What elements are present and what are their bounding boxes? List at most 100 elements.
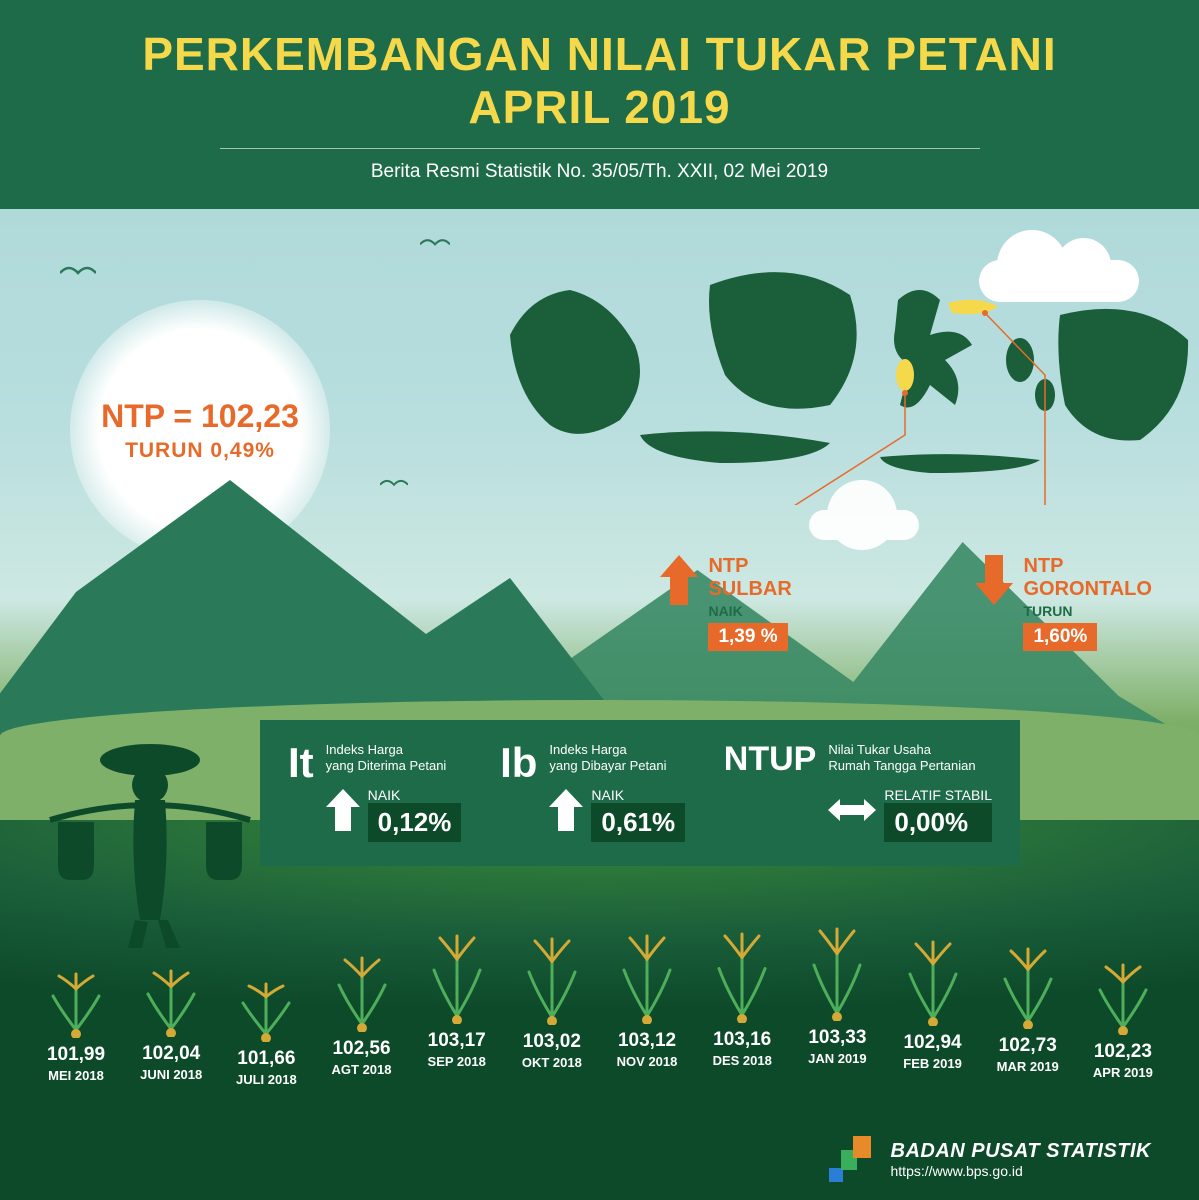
title: PERKEMBANGAN NILAI TUKAR PETANI APRIL 20… xyxy=(40,28,1159,134)
panel-desc: Indeks Harga yang Dibayar Petani xyxy=(549,742,685,775)
monthly-item: 103,33 JAN 2019 xyxy=(791,927,883,1066)
monthly-label: MEI 2018 xyxy=(30,1068,122,1083)
rice-plant-icon xyxy=(521,937,583,1025)
header: PERKEMBANGAN NILAI TUKAR PETANI APRIL 20… xyxy=(0,0,1199,209)
panel-item-ntup: NTUP Nilai Tukar Usaha Rumah Tangga Pert… xyxy=(724,742,992,842)
callout-gorontalo: NTP GORONTALO TURUN 1,60% xyxy=(975,555,1152,651)
title-line1: PERKEMBANGAN NILAI TUKAR PETANI xyxy=(142,28,1056,80)
highlight-sulbar xyxy=(896,359,914,391)
rice-plant-icon xyxy=(45,972,107,1038)
callout-direction: NAIK xyxy=(708,603,791,619)
indonesia-map xyxy=(500,245,1190,505)
arrow-up-icon xyxy=(326,789,360,831)
monthly-value: 102,23 xyxy=(1077,1041,1169,1063)
monthly-value: 103,17 xyxy=(411,1030,503,1052)
panel-value: 0,61% xyxy=(591,803,685,842)
rice-plant-icon xyxy=(997,947,1059,1029)
panel-value: 0,00% xyxy=(884,803,992,842)
monthly-label: SEP 2018 xyxy=(411,1054,503,1069)
monthly-value: 102,73 xyxy=(982,1035,1074,1057)
panel-item-ib: Ib Indeks Harga yang Dibayar Petani NAIK… xyxy=(500,742,685,842)
callout-value: 1,39 % xyxy=(708,623,787,651)
monthly-value: 103,02 xyxy=(506,1031,598,1053)
monthly-item: 102,23 APR 2019 xyxy=(1077,963,1169,1080)
bird-icon xyxy=(420,230,450,258)
title-line2: APRIL 2019 xyxy=(468,81,730,133)
rice-plant-icon xyxy=(902,940,964,1026)
callout-sulbar: NTP SULBAR NAIK 1,39 % xyxy=(660,555,792,651)
rice-plant-icon xyxy=(1092,963,1154,1035)
bps-logo-icon xyxy=(823,1132,877,1186)
monthly-label: JULI 2018 xyxy=(220,1072,312,1087)
footer-org: BADAN PUSAT STATISTIK xyxy=(891,1140,1152,1163)
monthly-value: 103,33 xyxy=(791,1027,883,1049)
arrow-leftright-icon xyxy=(828,799,876,821)
bird-icon xyxy=(60,260,96,288)
monthly-label: AGT 2018 xyxy=(316,1062,408,1077)
bird-icon xyxy=(380,470,408,498)
panel-symbol: Ib xyxy=(500,742,537,784)
monthly-item: 102,73 MAR 2019 xyxy=(982,947,1074,1074)
monthly-item: 103,02 OKT 2018 xyxy=(506,937,598,1070)
panel-desc: Nilai Tukar Usaha Rumah Tangga Pertanian xyxy=(828,742,992,775)
rice-plant-icon xyxy=(426,934,488,1024)
subtitle: Berita Resmi Statistik No. 35/05/Th. XXI… xyxy=(220,148,980,183)
highlight-gorontalo xyxy=(948,300,998,314)
panel-direction: NAIK xyxy=(368,787,462,803)
monthly-item: 103,17 SEP 2018 xyxy=(411,934,503,1069)
infographic-canvas: PERKEMBANGAN NILAI TUKAR PETANI APRIL 20… xyxy=(0,0,1199,1199)
monthly-item: 103,16 DES 2018 xyxy=(696,932,788,1068)
monthly-item: 101,99 MEI 2018 xyxy=(30,972,122,1083)
farmer-silhouette-icon xyxy=(40,700,260,950)
panel-direction: RELATIF STABIL xyxy=(884,787,992,803)
rice-plant-icon xyxy=(711,932,773,1023)
monthly-label: MAR 2019 xyxy=(982,1059,1074,1074)
rice-plant-icon xyxy=(806,927,868,1021)
panel-symbol: It xyxy=(288,742,314,784)
monthly-label: FEB 2019 xyxy=(887,1056,979,1071)
panel-value: 0,12% xyxy=(368,803,462,842)
monthly-item: 102,94 FEB 2019 xyxy=(887,940,979,1071)
cloud-icon xyxy=(809,510,919,540)
monthly-item: 103,12 NOV 2018 xyxy=(601,934,693,1069)
monthly-label: OKT 2018 xyxy=(506,1055,598,1070)
panel-desc: Indeks Harga yang Diterima Petani xyxy=(326,742,462,775)
arrow-down-icon xyxy=(975,555,1013,610)
monthly-value: 103,12 xyxy=(601,1030,693,1052)
monthly-value: 103,16 xyxy=(696,1029,788,1051)
monthly-row: 101,99 MEI 2018 102,04 JUNI 2018 xyxy=(30,925,1169,1064)
panel-direction: NAIK xyxy=(591,787,685,803)
monthly-value: 102,56 xyxy=(316,1038,408,1060)
monthly-value: 101,99 xyxy=(30,1044,122,1066)
monthly-value: 102,04 xyxy=(125,1043,217,1065)
monthly-label: DES 2018 xyxy=(696,1053,788,1068)
monthly-value: 101,66 xyxy=(220,1048,312,1070)
panel-symbol: NTUP xyxy=(724,742,817,776)
monthly-label: JAN 2019 xyxy=(791,1051,883,1066)
rice-plant-icon xyxy=(616,934,678,1024)
monthly-item: 101,66 JULI 2018 xyxy=(220,982,312,1087)
footer-url: https://www.bps.go.id xyxy=(891,1163,1152,1179)
footer: BADAN PUSAT STATISTIK https://www.bps.go… xyxy=(0,1119,1199,1199)
arrow-up-icon xyxy=(549,789,583,831)
callout-region: SULBAR xyxy=(708,578,791,601)
panel-item-it: It Indeks Harga yang Diterima Petani NAI… xyxy=(288,742,461,842)
monthly-label: APR 2019 xyxy=(1077,1065,1169,1080)
callout-label: NTP xyxy=(1023,555,1152,578)
rice-plant-icon xyxy=(331,956,393,1032)
ntp-value: NTP = 102,23 xyxy=(101,398,299,435)
callout-label: NTP xyxy=(708,555,791,578)
monthly-value: 102,94 xyxy=(887,1032,979,1054)
ntp-change: TURUN 0,49% xyxy=(125,439,275,463)
arrow-up-icon xyxy=(660,555,698,610)
callout-direction: TURUN xyxy=(1023,603,1152,619)
monthly-label: NOV 2018 xyxy=(601,1054,693,1069)
rice-plant-icon xyxy=(140,969,202,1037)
callout-value: 1,60% xyxy=(1023,623,1097,651)
rice-plant-icon xyxy=(235,982,297,1042)
monthly-label: JUNI 2018 xyxy=(125,1067,217,1082)
callout-region: GORONTALO xyxy=(1023,578,1152,601)
monthly-item: 102,56 AGT 2018 xyxy=(316,956,408,1077)
monthly-item: 102,04 JUNI 2018 xyxy=(125,969,217,1082)
index-panel: It Indeks Harga yang Diterima Petani NAI… xyxy=(260,720,1020,866)
